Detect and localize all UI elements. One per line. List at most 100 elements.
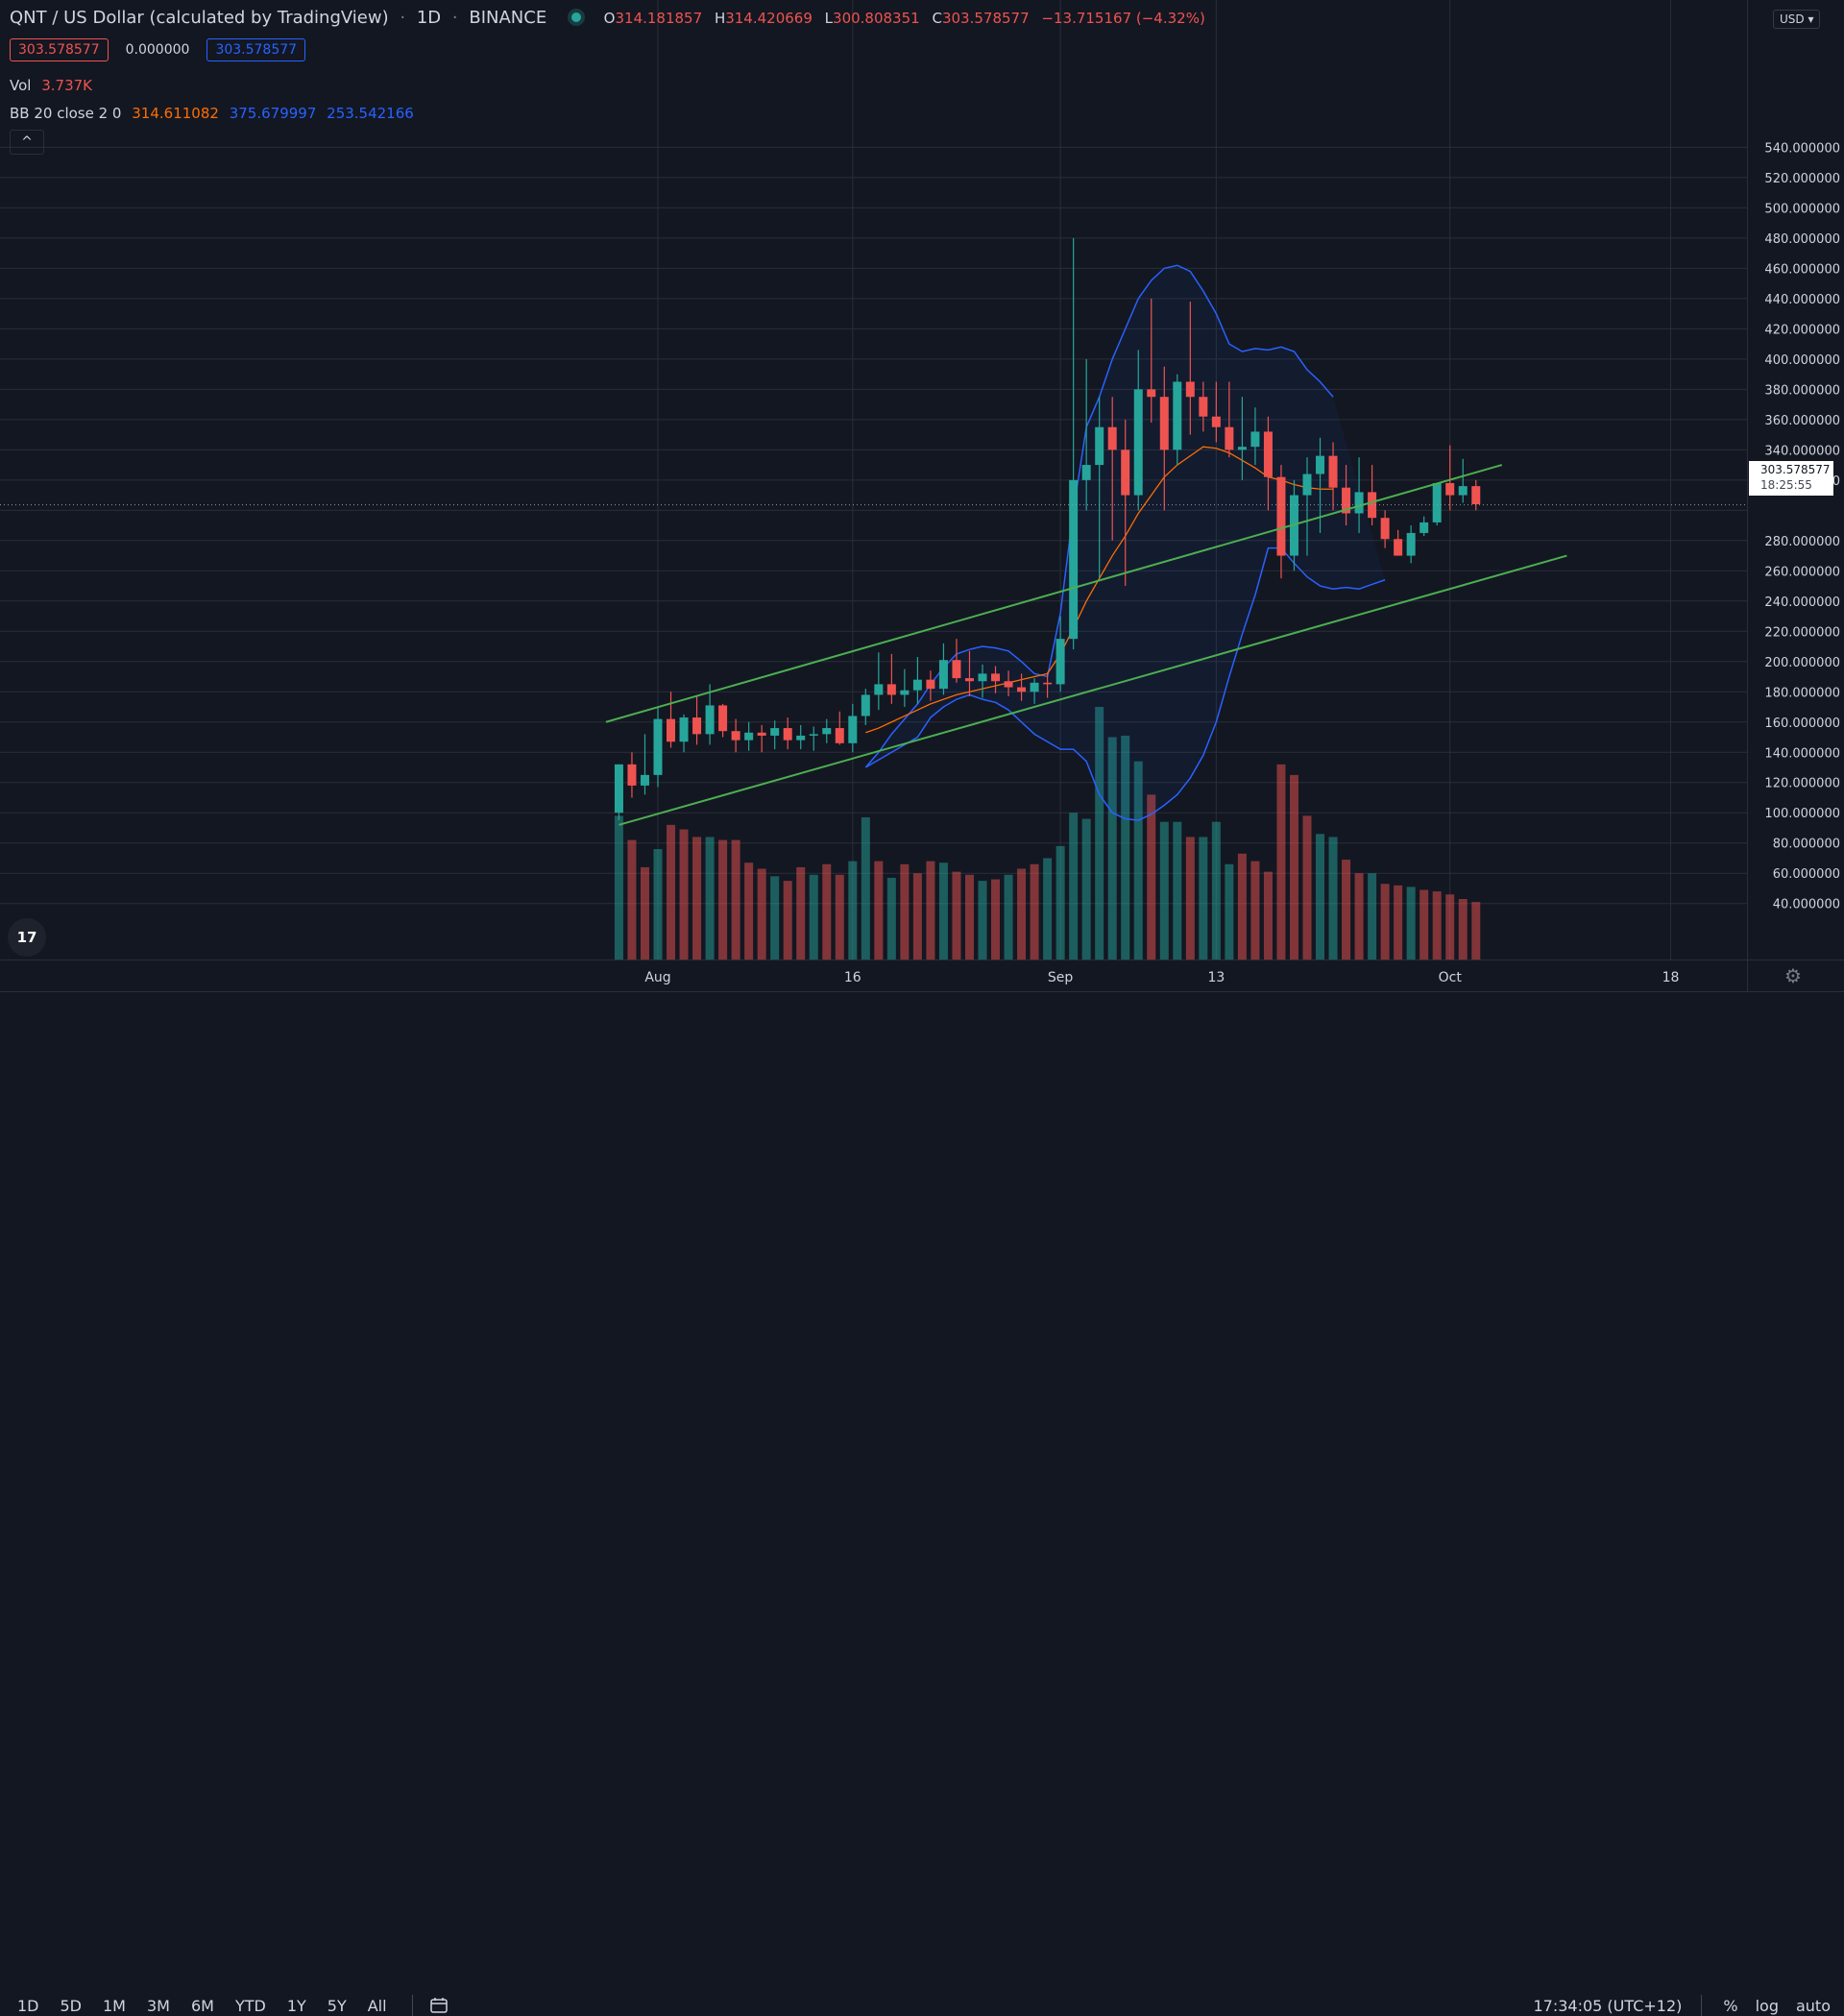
time-scale[interactable]: Aug16Sep13Oct18Nov15Dec: [0, 959, 1747, 992]
currency-button[interactable]: USD ▾: [1773, 10, 1821, 29]
candle-body: [1069, 479, 1079, 640]
price-tick-label: 500.000000: [1764, 202, 1840, 216]
sell-price-box[interactable]: 303.578577: [10, 38, 109, 61]
range-1y[interactable]: 1Y: [286, 1996, 306, 2015]
volume-bar: [809, 874, 818, 959]
price-tick-label: 380.000000: [1764, 383, 1840, 398]
time-tick-label: Aug: [644, 970, 670, 985]
gear-icon[interactable]: ⚙: [1784, 964, 1802, 987]
volume-bar: [938, 862, 948, 959]
candle-body: [796, 735, 806, 741]
price-tick-label: 420.000000: [1764, 323, 1840, 337]
interval-label[interactable]: 1D: [416, 8, 442, 28]
tradingview-logo-icon[interactable]: 17: [8, 918, 46, 957]
candle-body: [1250, 431, 1260, 448]
candle-body: [667, 718, 676, 742]
symbol-title[interactable]: QNT / US Dollar (calculated by TradingVi…: [10, 8, 389, 28]
candle-body: [640, 774, 649, 786]
volume-bar: [1133, 761, 1143, 959]
volume-bar: [1121, 735, 1130, 959]
exchange-label[interactable]: BINANCE: [469, 8, 547, 28]
time-axis: Aug16Sep13Oct18Nov15Dec: [644, 970, 1679, 985]
range-3m[interactable]: 3M: [146, 1996, 170, 2015]
candle-body: [809, 734, 818, 736]
log-scale-toggle[interactable]: log: [1755, 1996, 1779, 2015]
auto-scale-toggle[interactable]: auto: [1795, 1996, 1831, 2015]
buy-price-box[interactable]: 303.578577: [206, 38, 306, 61]
candle-body: [1354, 492, 1364, 514]
volume-bar: [1107, 737, 1117, 959]
chart-settings-corner[interactable]: ⚙: [1747, 959, 1844, 992]
ohlc-values: O314.181857 H314.420669 L300.808351 C303…: [604, 10, 1213, 27]
candle-body: [1185, 381, 1195, 398]
candle-body: [926, 679, 935, 690]
candle-body: [1432, 482, 1442, 522]
price-chart[interactable]: [0, 0, 1747, 959]
volume-bar: [1225, 863, 1234, 959]
bollinger-lower-line: [864, 547, 1386, 821]
candle-body: [731, 731, 740, 741]
volume-bar: [1354, 873, 1364, 959]
volume-bar: [1394, 885, 1403, 959]
volume-bar: [1289, 774, 1298, 959]
percent-scale-toggle[interactable]: %: [1723, 1996, 1738, 2015]
candle-body: [718, 705, 728, 732]
volume-bar: [757, 868, 766, 959]
chart-pane[interactable]: QNT / US Dollar (calculated by TradingVi…: [0, 0, 1747, 959]
price-tick-label: 440.000000: [1764, 293, 1840, 307]
candle-body: [952, 660, 961, 679]
candle-body: [679, 717, 689, 742]
range-1d[interactable]: 1D: [17, 1996, 39, 2015]
volume-bar: [1159, 821, 1169, 959]
time-tick-label: Oct: [1439, 970, 1463, 985]
bb-lower-value: 253.542166: [327, 105, 414, 122]
range-5d[interactable]: 5D: [60, 1996, 83, 2015]
date-range-selector: 1D 5D 1M 3M 6M YTD 1Y 5Y All: [17, 1995, 448, 2016]
volume-bar: [1043, 858, 1053, 959]
symbol-legend[interactable]: QNT / US Dollar (calculated by TradingVi…: [10, 8, 1213, 28]
range-6m[interactable]: 6M: [190, 1996, 214, 2015]
volume-bar: [848, 861, 858, 959]
volume-value: 3.737K: [41, 77, 93, 94]
range-1m[interactable]: 1M: [103, 1996, 126, 2015]
volume-bar: [1368, 873, 1377, 959]
volume-bar: [783, 881, 792, 959]
volume-bar: [1030, 863, 1039, 959]
range-ytd[interactable]: YTD: [234, 1996, 266, 2015]
collapse-legend-button[interactable]: ^: [10, 130, 44, 155]
volume-bar: [861, 816, 870, 959]
range-5y[interactable]: 5Y: [327, 1996, 347, 2015]
candle-body: [1081, 465, 1091, 480]
volume-bar: [1328, 837, 1338, 959]
volume-bar: [926, 861, 935, 959]
candle-body: [1159, 397, 1169, 450]
volume-bar: [1419, 889, 1429, 959]
candle-body: [1017, 687, 1027, 692]
price-tick-label: 140.000000: [1764, 746, 1840, 761]
bollinger-legend[interactable]: BB 20 close 2 0 314.611082 375.679997 25…: [10, 105, 414, 122]
volume-bar: [1173, 821, 1182, 959]
candle-body: [783, 728, 792, 741]
calendar-icon[interactable]: [429, 1998, 448, 2013]
volume-legend[interactable]: Vol 3.737K: [10, 77, 92, 94]
price-scale[interactable]: 540.000000 520.000000 500.000000 480.000000…: [1747, 0, 1844, 959]
timezone-clock[interactable]: 17:34:05 (UTC+12): [1533, 1996, 1683, 2015]
candle-body: [861, 694, 870, 717]
volume-bar: [718, 839, 728, 959]
volume-bar: [1199, 837, 1208, 959]
bb-basis-value: 314.611082: [132, 105, 219, 122]
candle-body: [614, 764, 623, 814]
low-label: L: [824, 10, 834, 27]
candle-body: [1328, 455, 1338, 488]
close-value: 303.578577: [941, 10, 1030, 27]
candle-body: [653, 718, 663, 775]
candle-body: [1095, 426, 1104, 466]
candle-body: [991, 673, 1001, 682]
volume-bar: [1211, 821, 1221, 959]
bottom-toolbar: 1D 5D 1M 3M 6M YTD 1Y 5Y All 17:34:05 (U…: [0, 991, 1844, 2016]
bid-ask-row: 303.578577 0.000000 303.578577: [10, 38, 306, 61]
range-all[interactable]: All: [367, 1996, 387, 2015]
time-tick-label: 16: [844, 970, 861, 985]
close-label: C: [932, 10, 942, 27]
price-tick-label: 160.000000: [1764, 717, 1840, 731]
